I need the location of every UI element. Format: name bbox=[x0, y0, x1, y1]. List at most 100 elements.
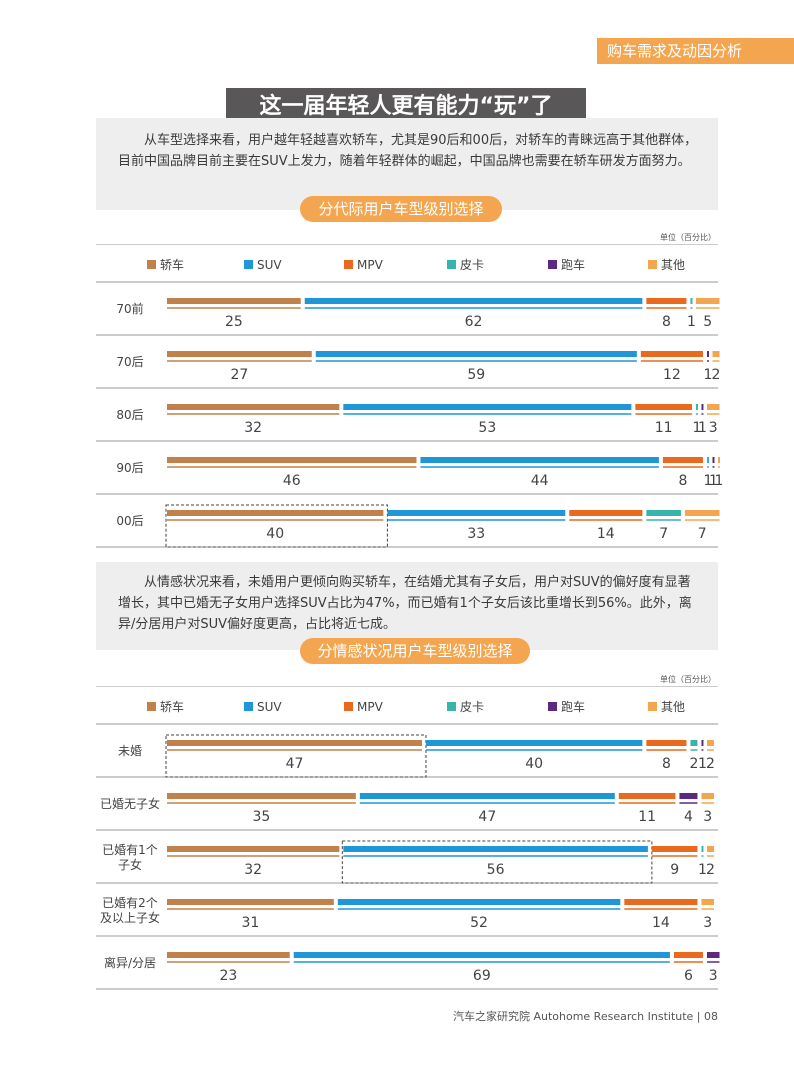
highlight-box bbox=[165, 504, 388, 548]
bar-pickup bbox=[690, 298, 693, 304]
value-label-sports: 1 bbox=[698, 756, 707, 772]
category-label: 已婚有1个子女 bbox=[102, 843, 158, 872]
category-label: 已婚有2个及以上子女 bbox=[100, 896, 160, 925]
value-label-other: 2 bbox=[706, 862, 715, 878]
bar-sedan bbox=[167, 740, 422, 746]
value-label-mpv: 11 bbox=[638, 809, 656, 825]
bar-other bbox=[706, 846, 714, 852]
value-label-suv: 47 bbox=[478, 809, 496, 825]
bar-sedan bbox=[167, 899, 334, 905]
bar-suv bbox=[420, 457, 659, 463]
bar-sports bbox=[701, 404, 704, 410]
bar-mpv bbox=[640, 351, 703, 357]
bar-sports bbox=[706, 351, 709, 357]
legend-swatch-pickup bbox=[447, 260, 456, 269]
bar-mpv bbox=[569, 510, 643, 516]
bar-mpv bbox=[646, 298, 687, 304]
value-label-mpv: 8 bbox=[662, 314, 671, 330]
category-label: 70后 bbox=[116, 355, 143, 369]
bar-other bbox=[706, 404, 720, 410]
bar-other bbox=[701, 899, 714, 905]
bar-mpv bbox=[662, 457, 703, 463]
value-label-mpv: 8 bbox=[678, 473, 687, 489]
bar-mpv bbox=[624, 899, 698, 905]
value-label-mpv: 8 bbox=[662, 756, 671, 772]
value-label-pickup: 2 bbox=[689, 756, 698, 772]
category-label: 未婚 bbox=[118, 744, 142, 758]
value-label-suv: 59 bbox=[467, 367, 485, 383]
bar-mpv bbox=[673, 952, 703, 958]
legend-label-other: 其他 bbox=[661, 700, 685, 714]
bar-sedan bbox=[167, 952, 290, 958]
legend-label-suv: SUV bbox=[257, 700, 282, 714]
value-label-pickup: 7 bbox=[659, 526, 668, 542]
value-label-mpv: 12 bbox=[663, 367, 681, 383]
footer: 汽车之家研究院 Autohome Research Institute | 08 bbox=[452, 1010, 718, 1023]
value-label-mpv: 9 bbox=[670, 862, 679, 878]
value-label-sports: 1 bbox=[709, 473, 718, 489]
value-label-other: 2 bbox=[712, 367, 721, 383]
value-label-suv: 33 bbox=[467, 526, 485, 542]
legend-label-other: 其他 bbox=[661, 258, 685, 272]
value-label-sports: 1 bbox=[704, 367, 713, 383]
value-label-sedan: 47 bbox=[286, 756, 304, 772]
bar-mpv bbox=[635, 404, 692, 410]
category-label: 00后 bbox=[116, 514, 143, 528]
value-label-sedan: 25 bbox=[225, 314, 243, 330]
bar-other bbox=[712, 351, 720, 357]
bar-pickup bbox=[701, 846, 704, 852]
value-label-other: 7 bbox=[698, 526, 707, 542]
value-label-mpv: 14 bbox=[597, 526, 615, 542]
bar-other bbox=[706, 740, 714, 746]
value-label-sedan: 31 bbox=[241, 915, 259, 931]
value-label-mpv: 14 bbox=[652, 915, 670, 931]
bar-other bbox=[701, 793, 714, 799]
value-label-suv: 52 bbox=[470, 915, 488, 931]
highlight-box bbox=[341, 840, 653, 884]
bar-sports bbox=[679, 793, 698, 799]
legend-label-suv: SUV bbox=[257, 258, 282, 272]
bar-pickup bbox=[706, 457, 709, 463]
bar-sports bbox=[712, 457, 715, 463]
value-label-sedan: 35 bbox=[253, 809, 271, 825]
chart2-unit: 单位（百分比） bbox=[660, 675, 716, 684]
highlight-box bbox=[165, 734, 427, 778]
intro-paragraph-marital: 从情感状况来看，未婚用户更倾向购买轿车，在结婚尤其有子女后，用户对SUV的偏好度… bbox=[96, 562, 718, 650]
intro-paragraph-generation: 从车型选择来看，用户越年轻越喜欢轿车，尤其是90后和00后，对轿车的青睐远高于其… bbox=[96, 118, 718, 210]
category-label: 70前 bbox=[116, 301, 143, 316]
chart1-title: 分代际用户车型级别选择 bbox=[300, 196, 502, 222]
bar-suv bbox=[337, 899, 621, 905]
value-label-pickup: 1 bbox=[687, 314, 696, 330]
legend-swatch-sports bbox=[548, 702, 557, 711]
bar-suv bbox=[343, 846, 648, 852]
value-label-mpv: 6 bbox=[684, 968, 693, 984]
bar-sports bbox=[701, 740, 704, 746]
bar-mpv bbox=[646, 740, 687, 746]
bar-other bbox=[718, 457, 720, 463]
value-label-mpv: 11 bbox=[655, 420, 673, 436]
value-label-sports: 4 bbox=[684, 809, 693, 825]
value-label-sedan: 46 bbox=[283, 473, 301, 489]
legend-swatch-suv bbox=[244, 702, 253, 711]
bar-sedan bbox=[167, 351, 312, 357]
bar-sedan bbox=[167, 404, 340, 410]
value-label-other: 1 bbox=[715, 473, 724, 489]
legend-label-sedan: 轿车 bbox=[160, 257, 184, 272]
legend-label-pickup: 皮卡 bbox=[460, 258, 484, 272]
legend-label-sports: 跑车 bbox=[561, 699, 585, 714]
bar-pickup bbox=[695, 404, 698, 410]
legend-swatch-other bbox=[648, 260, 657, 269]
value-label-sedan: 32 bbox=[244, 862, 262, 878]
value-label-other: 3 bbox=[703, 809, 712, 825]
legend-swatch-mpv bbox=[344, 702, 353, 711]
value-label-pickup: 1 bbox=[698, 862, 707, 878]
legend-swatch-suv bbox=[244, 260, 253, 269]
bar-mpv bbox=[651, 846, 698, 852]
bar-sedan bbox=[167, 510, 384, 516]
bar-sedan bbox=[167, 793, 356, 799]
section-tag: 购车需求及动因分析 bbox=[597, 38, 794, 64]
value-label-other: 2 bbox=[706, 756, 715, 772]
bar-suv bbox=[425, 740, 643, 746]
